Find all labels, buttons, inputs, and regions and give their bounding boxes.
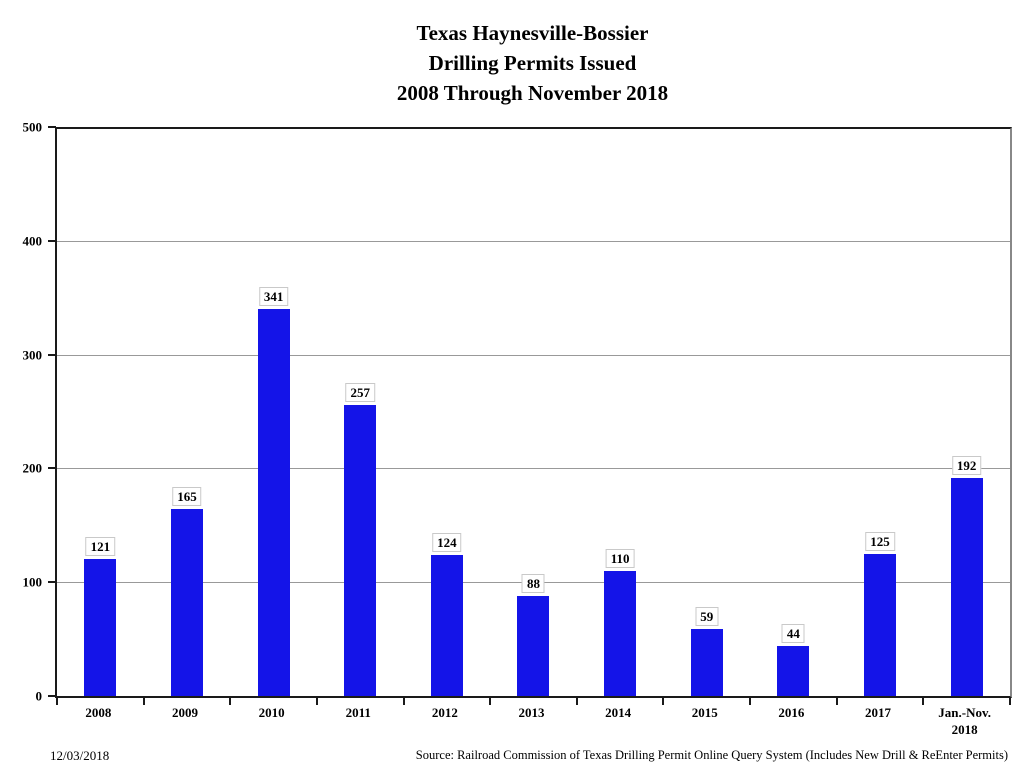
bar-value-label: 88 [521, 574, 545, 594]
bar-cell: 88 [490, 129, 577, 696]
bar-value-label: 110 [605, 549, 635, 569]
bar-cell: 44 [750, 129, 837, 696]
bar [604, 571, 637, 696]
x-axis-label: 2010 [258, 705, 285, 720]
x-axis-label: 2015 [691, 705, 718, 720]
x-axis-labels: 2008 2009 2010 2011 2012 2013 2014 2015 2016 2017… [55, 704, 1008, 744]
bar-value-label: 257 [345, 382, 375, 402]
bar [864, 554, 897, 696]
y-axis-tick [48, 467, 56, 470]
x-axis-tick [1009, 698, 1011, 705]
bar-value-label: 192 [951, 456, 982, 476]
bar-value-label: 44 [781, 624, 805, 644]
x-axis-tick [142, 698, 145, 705]
bar [344, 404, 377, 696]
x-axis-label: 2011 [345, 705, 371, 720]
bar-value-label: 121 [85, 536, 116, 556]
bar-cell: 341 [230, 129, 317, 696]
bar-cell: 125 [837, 129, 924, 696]
bar [517, 596, 550, 696]
bar-cell: 192 [923, 129, 1010, 696]
bar-cell: 110 [577, 129, 664, 696]
y-axis-tick-label: 400 [22, 233, 43, 249]
y-axis-tick-label: 200 [22, 460, 43, 476]
bar-value-label: 341 [258, 287, 289, 307]
x-axis-label: 2014 [605, 705, 632, 720]
y-axis: 0 100 200 300 400 500 [10, 121, 56, 703]
x-axis-tick [835, 698, 838, 705]
x-axis-label: 2013 [518, 705, 545, 720]
bar-cell: 59 [663, 129, 750, 696]
x-axis-label: 2012 [431, 705, 458, 720]
bar [257, 309, 290, 696]
y-axis-tick-label: 500 [22, 119, 43, 135]
plot-area: 121 165 341 257 124 88 110 59 44 125 192 [55, 127, 1012, 705]
bar [84, 558, 117, 696]
bar-value-label: 125 [865, 532, 895, 552]
x-axis-label: 2017 [865, 705, 892, 720]
y-axis-tick-label: 300 [22, 347, 43, 363]
chart-title-line-2: Drilling Permits Issued [428, 51, 637, 75]
bar [777, 646, 810, 696]
chart-title-line-3: 2008 Through November 2018 [396, 81, 669, 105]
x-axis-tick [922, 698, 925, 705]
y-axis-tick-label: 0 [35, 688, 43, 704]
y-axis-tick [48, 239, 56, 242]
chart-title: Texas Haynesville-Bossier Drilling Permi… [55, 18, 1010, 108]
bar [430, 555, 463, 696]
x-axis-tick [575, 698, 578, 705]
bar [950, 478, 983, 696]
bar [170, 508, 203, 696]
x-axis-tick [402, 698, 405, 705]
footer-source: Source: Railroad Commission of Texas Dri… [415, 748, 1008, 762]
bar-cell: 121 [57, 129, 144, 696]
bar-cell: 257 [317, 129, 404, 696]
bar-value-label: 124 [432, 533, 462, 553]
bar-value-label: 165 [172, 486, 202, 506]
gridline [57, 354, 1010, 356]
y-axis-tick [48, 126, 56, 128]
footer-date: 12/03/2018 [50, 748, 110, 763]
x-axis-tick [662, 698, 665, 705]
x-axis-tick [56, 698, 58, 705]
x-axis-tick [489, 698, 492, 705]
gridline [57, 241, 1010, 243]
bar-cell: 124 [404, 129, 491, 696]
x-axis-label: 2009 [171, 705, 198, 720]
x-axis-tick [315, 698, 318, 705]
x-axis-label: 2008 [85, 705, 112, 720]
gridline [57, 468, 1010, 470]
bar [690, 629, 723, 696]
y-axis-tick [48, 695, 56, 697]
x-axis-tick [749, 698, 752, 705]
y-axis-tick [48, 581, 56, 584]
y-axis-tick [48, 353, 56, 356]
x-axis-tick [229, 698, 232, 705]
x-axis-label: 2016 [778, 705, 805, 720]
y-axis-tick-label: 100 [22, 574, 43, 590]
x-axis-label: Jan.-Nov. 2018 [938, 705, 992, 737]
bar-value-label: 59 [695, 607, 719, 627]
chart-title-line-1: Texas Haynesville-Bossier [416, 21, 649, 45]
bar-cell: 165 [144, 129, 231, 696]
